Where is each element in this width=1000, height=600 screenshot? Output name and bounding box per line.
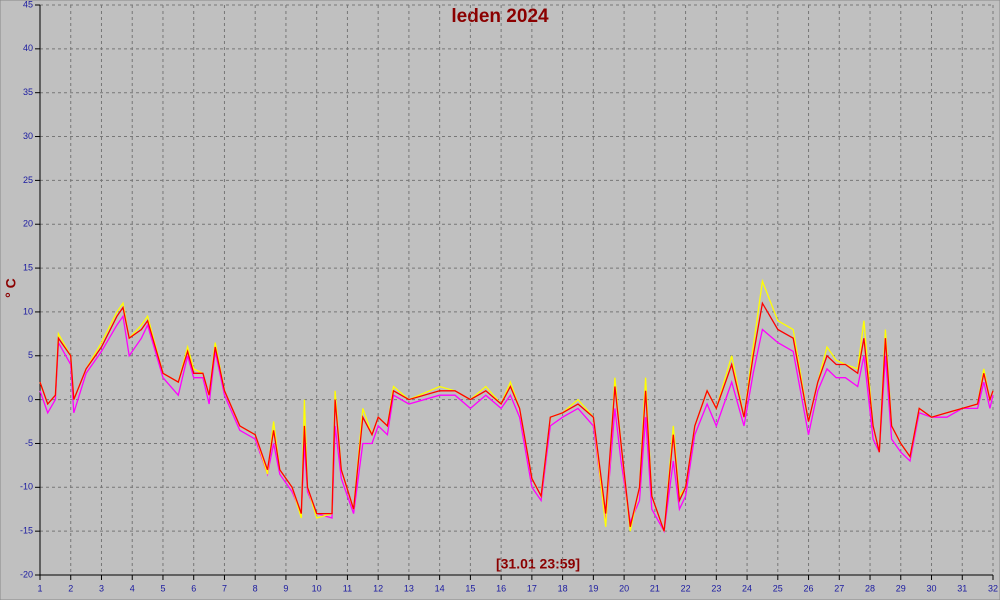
x-tick-label: 12 <box>373 583 383 593</box>
y-tick-label: 20 <box>23 219 33 229</box>
y-tick-label: 10 <box>23 306 33 316</box>
y-tick-label: 0 <box>28 394 33 404</box>
series-line <box>39 314 994 534</box>
x-tick-label: 29 <box>896 583 906 593</box>
x-tick-label: 14 <box>435 583 445 593</box>
x-tick-label: 3 <box>99 583 104 593</box>
y-tick-label: 15 <box>23 262 33 272</box>
x-tick-label: 27 <box>834 583 844 593</box>
x-tick-label: 26 <box>804 583 814 593</box>
x-tick-label: 19 <box>588 583 598 593</box>
y-tick-label: 40 <box>23 43 33 53</box>
x-tick-label: 7 <box>222 583 227 593</box>
x-tick-label: 28 <box>865 583 875 593</box>
x-tick-label: 24 <box>742 583 752 593</box>
x-tick-label: 2 <box>68 583 73 593</box>
x-tick-label: 31 <box>957 583 967 593</box>
y-tick-label: 25 <box>23 175 33 185</box>
x-tick-label: 21 <box>650 583 660 593</box>
chart-title: leden 2024 <box>451 6 549 27</box>
x-tick-label: 25 <box>773 583 783 593</box>
x-tick-label: 1 <box>37 583 42 593</box>
y-tick-label: 30 <box>23 131 33 141</box>
y-tick-label: -15 <box>20 526 33 536</box>
x-tick-label: 9 <box>283 583 288 593</box>
x-tick-label: 15 <box>465 583 475 593</box>
x-tick-label: 32 <box>988 583 998 593</box>
y-tick-label: -5 <box>25 438 33 448</box>
x-tick-label: 4 <box>130 583 135 593</box>
x-tick-label: 10 <box>312 583 322 593</box>
y-tick-label: 5 <box>28 350 33 360</box>
x-tick-label: 18 <box>558 583 568 593</box>
x-tick-label: 23 <box>711 583 721 593</box>
annotation: [31.01 23:59] <box>496 556 580 572</box>
x-tick-label: 30 <box>927 583 937 593</box>
y-tick-label: 45 <box>23 0 33 9</box>
x-tick-label: 11 <box>343 583 352 593</box>
x-tick-label: 8 <box>253 583 258 593</box>
x-tick-label: 16 <box>496 583 506 593</box>
x-tick-label: 17 <box>527 583 537 593</box>
x-tick-label: 5 <box>160 583 165 593</box>
y-tick-label: -20 <box>20 569 33 579</box>
x-tick-label: 6 <box>191 583 196 593</box>
x-tick-label: 22 <box>681 583 691 593</box>
series-line <box>39 301 994 532</box>
y-axis-label: ° C <box>3 278 19 298</box>
y-tick-label: -10 <box>20 482 33 492</box>
x-tick-label: 20 <box>619 583 629 593</box>
y-tick-label: 35 <box>23 87 33 97</box>
x-tick-label: 13 <box>404 583 414 593</box>
